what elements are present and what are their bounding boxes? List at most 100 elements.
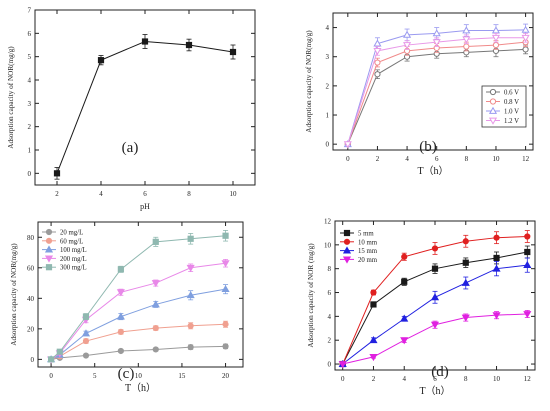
legend-marker — [343, 229, 351, 237]
x-tick-label: 6 — [143, 190, 147, 198]
x-axis-label: T（h） — [419, 385, 450, 397]
data-point — [222, 343, 229, 350]
legend-label: 0.6 V — [504, 90, 519, 97]
legend-label: 5 mm — [358, 231, 374, 238]
data-point — [461, 314, 470, 322]
x-tick-label: 15 — [178, 372, 186, 380]
x-tick-label: 2 — [55, 190, 59, 198]
data-point — [430, 321, 440, 329]
x-tick-label: 8 — [187, 190, 191, 198]
data-point — [463, 43, 470, 50]
y-tick-label: 5 — [28, 53, 32, 61]
y-tick-label: 0 — [326, 141, 330, 149]
data-point — [400, 314, 409, 322]
y-tick-label: 4 — [28, 77, 32, 85]
x-axis-label: T（h） — [417, 165, 448, 177]
data-point — [222, 321, 229, 328]
y-tick-label: 7 — [28, 7, 32, 15]
data-point — [403, 42, 412, 50]
y-tick-label: 60 — [27, 264, 35, 272]
data-point — [82, 313, 90, 320]
y-tick-label: 10 — [324, 241, 332, 249]
data-point — [117, 328, 124, 335]
legend-label: 1.2 V — [504, 118, 519, 125]
x-tick-label: 6 — [435, 155, 439, 163]
x-axis-label: pH — [140, 202, 150, 211]
legend-marker — [45, 228, 53, 236]
y-tick-label: 3 — [326, 53, 330, 61]
legend-marker — [342, 246, 352, 254]
data-point — [53, 170, 61, 177]
data-point — [431, 265, 439, 272]
data-point — [431, 245, 439, 252]
x-tick-label: 0 — [49, 372, 53, 380]
x-tick-label: 0 — [341, 375, 345, 383]
data-point — [462, 36, 471, 44]
data-point — [430, 293, 440, 301]
data-point — [343, 141, 352, 149]
series-10-mm — [339, 230, 531, 368]
series-20-mg-L — [47, 343, 229, 363]
series-line — [56, 40, 234, 174]
legend-label: 60 mg/L — [60, 238, 83, 245]
legend-label: 20 mm — [358, 257, 378, 264]
data-point — [492, 41, 500, 49]
legend-label: 200 mg/L — [60, 256, 87, 263]
y-tick-label: 8 — [328, 265, 332, 273]
legend-label: 20 mg/L — [60, 230, 83, 237]
x-tick-label: 8 — [464, 375, 468, 383]
x-tick-label: 5 — [93, 372, 97, 380]
series-300-mg-L — [47, 229, 229, 363]
chart-panel-a: 2 4 6 8 10 0 1 2 3 4 5 6 7 pH Adsorption capacity of N… — [7, 7, 256, 211]
y-tick-label: 6 — [328, 289, 332, 297]
data-point — [369, 353, 378, 362]
x-tick-label: 10 — [493, 375, 501, 383]
legend-label: 100 mg/L — [60, 247, 87, 254]
y-tick-label: 20 — [27, 325, 35, 333]
data-point — [117, 347, 124, 355]
y-tick-label: 40 — [27, 295, 35, 303]
panel-label: (b) — [419, 139, 437, 155]
data-point — [524, 233, 531, 240]
legend-marker — [488, 106, 498, 114]
y-tick-label: 80 — [27, 234, 35, 242]
x-tick-label: 0 — [346, 155, 350, 163]
y-tick-label: 6 — [28, 30, 32, 38]
y-tick-label: 2 — [328, 337, 332, 345]
series-5-mm — [339, 245, 531, 368]
data-point — [374, 71, 381, 78]
data-point — [47, 356, 55, 363]
x-tick-label: 10 — [492, 155, 500, 163]
data-point — [403, 30, 412, 38]
legend-label: 10 mm — [358, 239, 378, 246]
y-tick-label: 0 — [328, 361, 332, 369]
data-point — [221, 260, 230, 268]
data-point — [521, 25, 530, 33]
x-tick-label: 4 — [405, 155, 409, 163]
series-1.2-V — [343, 33, 530, 149]
data-point — [493, 234, 500, 241]
data-point — [432, 29, 441, 37]
data-point — [492, 264, 501, 272]
x-tick-label: 12 — [522, 155, 530, 163]
data-point — [82, 352, 90, 359]
data-point — [370, 301, 377, 308]
data-point — [81, 329, 91, 337]
series-line — [50, 345, 226, 360]
legend-marker — [45, 237, 53, 244]
data-point — [491, 26, 501, 34]
x-tick-label: 4 — [402, 375, 406, 383]
data-point — [461, 278, 470, 286]
chart-panel-d: 0 2 4 6 8 10 12 0 2 4 6 8 10 12 T（h） Adsorption capacit… — [307, 218, 536, 397]
y-tick-label: 0 — [28, 170, 32, 178]
data-point — [521, 34, 530, 42]
data-point — [492, 312, 501, 320]
data-point — [187, 235, 194, 242]
legend-marker — [343, 238, 351, 245]
legend-label: 0.8 V — [504, 99, 519, 106]
legend-marker — [488, 117, 498, 125]
data-point — [229, 48, 237, 56]
data-point — [400, 337, 409, 345]
data-point — [491, 34, 501, 42]
